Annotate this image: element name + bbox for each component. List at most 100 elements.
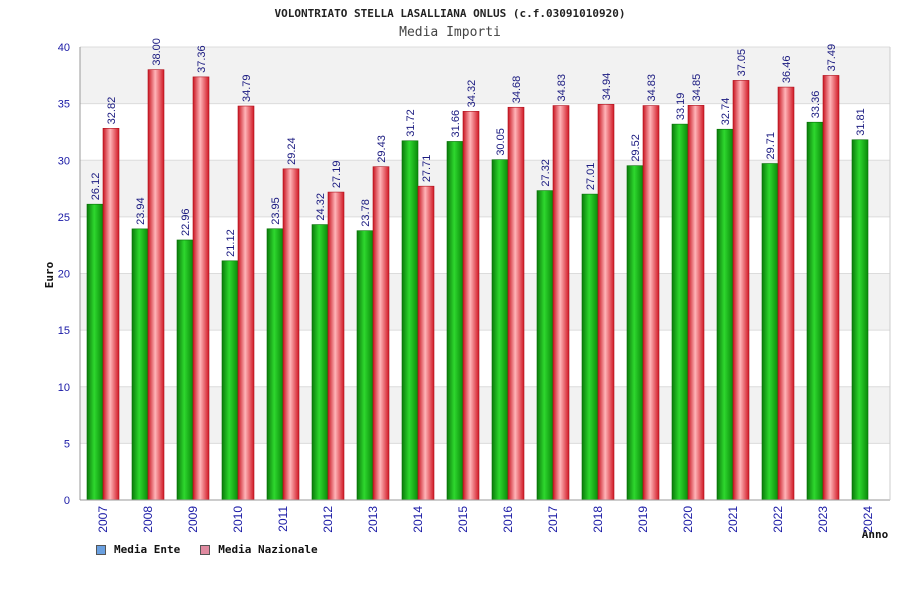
data-label: 31.66 bbox=[450, 110, 462, 138]
data-label: 23.95 bbox=[270, 197, 282, 225]
background-band bbox=[80, 160, 890, 217]
bar-media-ente bbox=[266, 228, 284, 501]
data-label: 36.46 bbox=[781, 56, 793, 84]
x-tick-label: 2017 bbox=[546, 506, 560, 533]
legend-label-media-ente: Media Ente bbox=[114, 543, 181, 556]
y-tick-label: 5 bbox=[64, 438, 70, 450]
legend-item-media-ente: Media Ente bbox=[96, 543, 180, 556]
data-label: 34.68 bbox=[511, 76, 523, 104]
bar-media-ente bbox=[716, 128, 734, 501]
legend-swatch-media-ente bbox=[96, 544, 106, 555]
data-label: 29.24 bbox=[286, 137, 298, 165]
y-tick-label: 20 bbox=[58, 269, 70, 281]
data-label: 29.43 bbox=[376, 135, 388, 163]
bar-media-nazionale bbox=[642, 105, 660, 501]
data-label: 23.94 bbox=[135, 197, 147, 225]
background-band bbox=[80, 273, 890, 331]
data-label: 27.19 bbox=[331, 161, 343, 189]
data-label: 32.74 bbox=[720, 98, 732, 126]
data-label: 34.83 bbox=[556, 74, 568, 102]
x-tick-label: 2009 bbox=[186, 506, 200, 533]
background-band bbox=[80, 216, 890, 274]
data-label: 23.78 bbox=[360, 199, 372, 227]
bar-media-nazionale bbox=[192, 76, 210, 501]
background-band bbox=[80, 330, 890, 387]
bar-media-nazionale bbox=[687, 105, 705, 501]
data-label: 34.83 bbox=[646, 74, 658, 102]
bar-media-ente bbox=[446, 141, 464, 501]
x-tick-label: 2012 bbox=[321, 506, 335, 533]
bar-media-nazionale bbox=[732, 80, 750, 501]
bar-media-nazionale bbox=[597, 104, 615, 501]
data-label: 34.85 bbox=[691, 74, 703, 102]
bar-media-nazionale bbox=[552, 105, 570, 501]
x-tick-label: 2008 bbox=[141, 506, 155, 533]
y-tick-label: 40 bbox=[58, 42, 70, 54]
x-axis-label: Anno bbox=[862, 528, 889, 541]
data-label: 34.94 bbox=[601, 73, 613, 101]
x-tick-label: 2016 bbox=[501, 506, 515, 533]
y-axis-label: Euro bbox=[43, 261, 56, 288]
data-label: 37.36 bbox=[196, 45, 208, 73]
x-tick-label: 2015 bbox=[456, 506, 470, 533]
bar-media-ente bbox=[851, 139, 869, 501]
bar-media-ente bbox=[401, 140, 419, 501]
data-label: 27.71 bbox=[421, 155, 433, 183]
bar-media-nazionale bbox=[462, 111, 480, 501]
background-band bbox=[80, 443, 890, 500]
x-tick-label: 2014 bbox=[411, 506, 425, 533]
bar-media-ente bbox=[806, 121, 824, 501]
bar-media-nazionale bbox=[282, 168, 300, 501]
bar-media-nazionale bbox=[777, 86, 795, 501]
x-tick-label: 2021 bbox=[726, 506, 740, 533]
data-label: 37.05 bbox=[736, 49, 748, 77]
data-label: 30.05 bbox=[495, 128, 507, 156]
x-tick-label: 2023 bbox=[816, 506, 830, 533]
legend: Media Ente Media Nazionale bbox=[96, 543, 338, 556]
legend-item-media-nazionale: Media Nazionale bbox=[200, 543, 318, 556]
background-band bbox=[80, 386, 890, 444]
y-tick-label: 0 bbox=[64, 495, 70, 507]
data-label: 37.49 bbox=[826, 44, 838, 72]
data-label: 32.82 bbox=[106, 97, 118, 125]
x-tick-label: 2010 bbox=[231, 506, 245, 533]
y-tick-label: 10 bbox=[58, 382, 70, 394]
bar-media-ente bbox=[176, 239, 194, 501]
bar-media-ente bbox=[356, 230, 374, 501]
bar-media-ente bbox=[131, 228, 149, 501]
data-label: 29.52 bbox=[630, 134, 642, 162]
data-label: 29.71 bbox=[765, 132, 777, 160]
data-label: 38.00 bbox=[151, 38, 163, 66]
legend-swatch-media-nazionale bbox=[200, 544, 211, 555]
legend-label-media-nazionale: Media Nazionale bbox=[218, 543, 318, 556]
x-tick-label: 2018 bbox=[591, 506, 605, 533]
y-tick-label: 30 bbox=[58, 155, 70, 167]
data-label: 26.12 bbox=[90, 173, 102, 201]
data-label: 27.32 bbox=[540, 159, 552, 187]
chart-title: VOLONTRIATO STELLA LASALLIANA ONLUS (c.f… bbox=[274, 7, 626, 20]
bar-media-ente bbox=[491, 159, 509, 501]
data-label: 27.01 bbox=[585, 163, 597, 191]
bar-media-nazionale bbox=[102, 128, 120, 501]
background-band bbox=[80, 47, 890, 104]
bar-media-ente bbox=[581, 193, 599, 501]
data-label: 33.19 bbox=[675, 93, 687, 121]
chart-subtitle: Media Importi bbox=[399, 25, 501, 40]
data-label: 31.72 bbox=[405, 109, 417, 137]
bar-media-nazionale bbox=[822, 75, 840, 501]
bar-media-ente bbox=[761, 163, 779, 501]
bar-media-nazionale bbox=[372, 166, 390, 501]
y-tick-label: 25 bbox=[58, 212, 70, 224]
bar-media-ente bbox=[86, 203, 104, 501]
data-label: 33.36 bbox=[810, 91, 822, 119]
data-label: 21.12 bbox=[225, 229, 237, 257]
x-tick-label: 2011 bbox=[276, 506, 290, 532]
x-tick-label: 2024 bbox=[861, 506, 875, 533]
bar-media-ente bbox=[536, 190, 554, 501]
x-tick-label: 2007 bbox=[96, 506, 110, 533]
bar-media-ente bbox=[671, 123, 689, 501]
bar-media-nazionale bbox=[507, 106, 525, 501]
bar-media-ente bbox=[221, 260, 239, 501]
